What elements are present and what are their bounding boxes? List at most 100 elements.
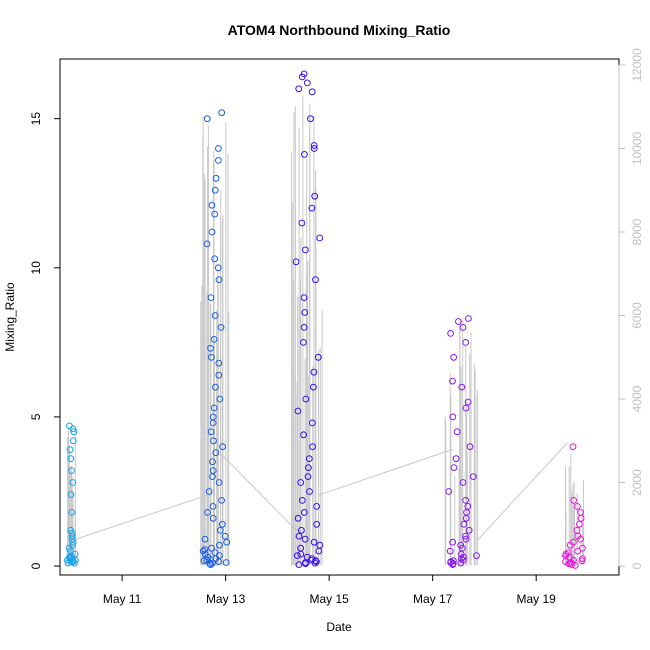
data-point [462,404,470,412]
data-point [303,79,311,87]
data-point [452,455,460,463]
data-point [223,538,231,546]
data-point [67,526,75,534]
data-point [464,398,472,406]
data-point [295,561,303,568]
data-point [207,561,215,568]
altitude-lines [67,96,585,566]
data-point [218,520,226,528]
data-point [465,526,473,534]
data-point [579,544,586,552]
data-point [300,431,308,439]
data-point [217,324,225,331]
data-point [219,443,227,451]
data-point [211,186,219,194]
y2-tick-label: 6000 [630,302,644,329]
data-point [70,428,78,436]
data-point [67,455,75,463]
data-point [203,556,211,564]
data-point [295,532,303,540]
data-point [447,330,455,337]
data-point [210,404,218,412]
x-tick-label: May 19 [517,592,557,606]
data-point [316,541,324,549]
x-axis: May 11 May 13 May 15 May 17 May 19 [103,574,557,606]
data-point [203,240,211,248]
data-point [314,353,322,361]
y2-tick-label: 4000 [630,385,644,412]
data-point [69,479,77,486]
data-point [569,443,577,451]
data-point [574,547,582,555]
data-point [462,535,470,543]
data-point [68,467,75,475]
data-point [313,503,321,510]
data-point [215,371,223,379]
data-point [214,264,222,272]
data-point [292,258,300,266]
data-point [208,228,216,236]
y-tick-label: 0 [29,562,43,569]
data-point [473,552,480,559]
data-point [449,413,457,421]
data-point [305,455,313,463]
data-point [207,294,215,302]
data-point [307,115,314,123]
data-point [450,464,458,472]
data-point [205,488,213,495]
data-point [295,85,303,93]
data-point [462,339,470,346]
data-point [300,294,308,302]
data-point [207,353,215,361]
altitude-connector [318,448,454,496]
data-point [201,535,209,543]
y-axis-label: Mixing_Ratio [3,282,17,352]
data-point [208,201,216,209]
data-point [218,109,226,117]
data-point [300,324,308,331]
x-tick-label: May 15 [309,592,349,606]
data-point [310,142,318,149]
data-point [301,535,309,543]
data-point [211,210,219,218]
y-tick-label: 5 [29,413,43,420]
data-point [298,219,306,227]
data-point [577,509,585,516]
data-point [450,353,458,361]
data-point [210,336,218,343]
data-point [570,497,578,504]
data-point [579,555,586,562]
altitude-connector [220,452,302,536]
data-point [464,503,472,510]
data-point [312,276,319,284]
data-point [301,151,308,158]
data-point [221,532,229,540]
data-point [69,437,77,445]
data-point [574,503,581,510]
data-point [462,497,470,504]
data-point [66,446,74,454]
y-tick-label: 10 [29,261,43,275]
data-point [459,556,467,564]
data-point [446,547,454,555]
chart-title: ATOM4 Northbound Mixing_Ratio [228,22,451,38]
data-point [200,557,208,565]
data-point [212,383,219,391]
data-point [469,473,477,481]
data-point [294,407,302,415]
data-point [450,557,457,565]
data-point [445,488,453,495]
data-point [211,549,219,556]
data-point [576,520,583,528]
y-tick-label: 15 [29,112,43,126]
data-point [297,479,305,486]
data-point [308,555,316,562]
data-point [455,318,462,325]
data-point [308,204,316,212]
x-axis-label: Date [326,620,352,634]
data-points [63,70,586,569]
data-point [300,509,308,516]
data-point [300,70,308,78]
data-point [312,557,320,565]
data-point [222,559,230,566]
